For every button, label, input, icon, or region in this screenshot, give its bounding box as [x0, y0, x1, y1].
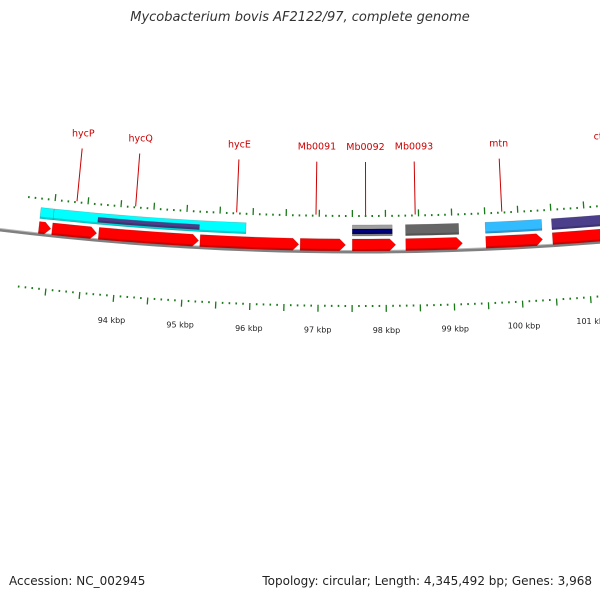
feature-shade-cds-5	[300, 248, 340, 251]
feature-shade-gray-block-2	[405, 232, 459, 236]
accession-text: Accession: NC_002945	[9, 574, 146, 588]
outer-tick	[54, 193, 57, 202]
kbp-label-94-kbp: 94 kbp	[98, 316, 126, 325]
feature-gray-block-2	[405, 223, 460, 236]
kbp-label-98-kbp: 98 kbp	[373, 326, 401, 335]
gene-label-Mb0091: Mb0091	[298, 142, 336, 153]
kbp-label-101-kbp: 101 kbp	[576, 317, 600, 326]
feature-cds-7	[405, 237, 463, 251]
map-title: Mycobacterium bovis AF2122/97, complete …	[130, 10, 470, 25]
feature-cds-4	[199, 234, 300, 251]
backbone-line	[0, 228, 600, 254]
feature-cds-1	[37, 221, 52, 235]
feature-cds-2	[51, 222, 98, 239]
kbp-label-99-kbp: 99 kbp	[442, 325, 470, 334]
feature-shade-hycQ-domain	[97, 220, 200, 230]
gene-label-mtn: mtn	[489, 139, 508, 150]
feature-shade-cds-4	[199, 244, 293, 251]
feature-shade-navy-block-1	[352, 231, 393, 235]
kbp-label-97-kbp: 97 kbp	[304, 326, 332, 335]
gene-label-ctpA: ctpA	[594, 131, 600, 142]
feature-shade-cds-9	[552, 239, 600, 245]
gene-pointer-Mb0093	[413, 161, 416, 215]
feature-cds-6	[352, 238, 397, 252]
feature-shade-cyan-block-2	[53, 217, 246, 234]
gene-pointer-mtn	[498, 158, 503, 212]
feature-shade-cds-3	[98, 237, 193, 247]
feature-shade-ctpA-domain	[551, 224, 600, 230]
feature-ctpA-domain	[551, 214, 600, 230]
feature-shade-cds-6	[352, 248, 390, 252]
feature-cds-9	[551, 228, 600, 245]
gene-label-Mb0093: Mb0093	[395, 141, 433, 152]
inner-tick	[44, 288, 47, 296]
gene-label-hycQ: hycQ	[128, 134, 152, 145]
inner-tick	[112, 294, 115, 302]
feature-hycQ-domain	[97, 217, 200, 230]
kbp-label-100-kbp: 100 kbp	[508, 322, 541, 331]
feature-shade-cds-2	[51, 232, 91, 239]
feature-cds-3	[97, 227, 200, 247]
feature-shade-gray-block-1	[352, 233, 393, 237]
feature-cds-8	[485, 233, 543, 249]
gene-pointer-hycQ	[135, 153, 141, 207]
tick-layer	[17, 193, 599, 312]
feature-cds-5	[299, 238, 346, 252]
feature-layer	[37, 207, 600, 252]
gene-pointer-hycP	[76, 148, 83, 202]
feature-shade-cyan-block-1	[39, 216, 54, 220]
feature-mtn-block	[484, 219, 543, 234]
gene-label-hycP: hycP	[72, 129, 95, 140]
outer-tick	[120, 200, 123, 208]
gene-pointer-Mb0091	[315, 161, 318, 215]
feature-navy-block-1	[352, 228, 393, 235]
outer-tick	[87, 197, 90, 205]
feature-shade-cds-7	[405, 247, 457, 251]
genome-summary-text: Topology: circular; Length: 4,345,492 bp…	[262, 574, 592, 588]
feature-shade-cds-1	[38, 231, 45, 235]
gene-label-hycE: hycE	[228, 139, 251, 150]
gene-pointer-hycE	[236, 159, 240, 213]
inner-tick	[589, 296, 592, 304]
outer-tick	[582, 201, 585, 209]
feature-shade-mtn-block	[485, 228, 543, 234]
feature-shade-cds-8	[486, 243, 537, 249]
kbp-label-96-kbp: 96 kbp	[235, 324, 263, 333]
gene-label-Mb0092: Mb0092	[346, 142, 384, 153]
kbp-label-95-kbp: 95 kbp	[166, 321, 194, 330]
label-layer: hycP hycQ hycE Mb0091 Mb0092 Mb0093 mtn ctpA 94 …	[72, 129, 600, 335]
inner-tick	[78, 291, 81, 299]
